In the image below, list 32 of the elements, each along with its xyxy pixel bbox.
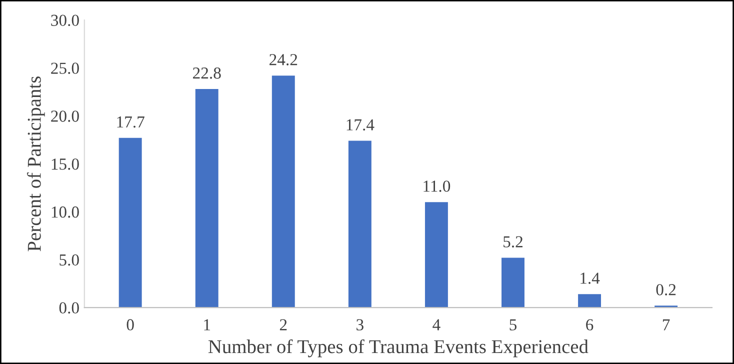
y-tick-label: 10.0 bbox=[52, 206, 79, 218]
data-label: 17.4 bbox=[346, 119, 374, 131]
y-tick-label: 20.0 bbox=[51, 110, 79, 122]
x-tick-label: 5 bbox=[510, 319, 517, 330]
data-label: 11.0 bbox=[424, 180, 450, 192]
bar bbox=[272, 76, 295, 308]
y-axis-title: Percent of Participants bbox=[26, 76, 45, 252]
x-tick-label: 7 bbox=[662, 319, 670, 330]
x-tick-label: 4 bbox=[432, 319, 440, 330]
bar bbox=[195, 89, 218, 308]
bar bbox=[424, 202, 448, 308]
x-tick-label: 6 bbox=[586, 319, 594, 330]
data-label: 0.2 bbox=[656, 284, 676, 296]
data-label: 1.4 bbox=[580, 272, 600, 284]
x-tick-label: 0 bbox=[126, 319, 134, 330]
x-tick-label: 3 bbox=[356, 319, 364, 330]
x-axis-title: Number of Types of Trauma Events Experienced bbox=[208, 339, 588, 358]
bar bbox=[118, 138, 142, 308]
data-label: 24.2 bbox=[270, 54, 298, 66]
x-tick-label: 1 bbox=[204, 319, 210, 330]
y-tick-label: 15.0 bbox=[52, 158, 79, 170]
data-label: 17.7 bbox=[117, 116, 144, 128]
data-label: 5.2 bbox=[504, 236, 522, 248]
bar bbox=[348, 140, 372, 308]
y-tick-label: 5.0 bbox=[60, 254, 79, 266]
data-label: 22.8 bbox=[193, 67, 221, 79]
x-tick-label: 2 bbox=[280, 319, 287, 330]
y-tick-label: 30.0 bbox=[51, 14, 79, 26]
bar bbox=[578, 294, 602, 308]
y-tick-label: 25.0 bbox=[51, 62, 79, 74]
bar bbox=[502, 258, 524, 308]
y-tick-label: 0.0 bbox=[59, 302, 79, 314]
